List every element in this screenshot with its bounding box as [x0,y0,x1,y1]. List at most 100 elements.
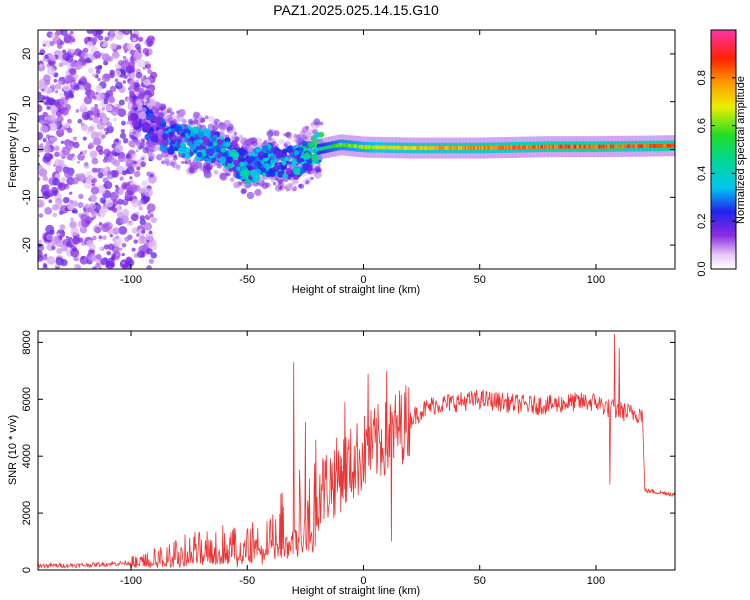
spectrogram-band-core [414,146,417,150]
spectrogram-ridge-blob [230,140,238,148]
spectrogram-band-core [633,144,636,149]
spectrogram-x-tick-label: -50 [239,274,255,286]
spectrogram-band-core [487,146,489,150]
spectrogram-halo-blob [270,177,275,183]
spectrogram-band-core [600,144,602,149]
spectrogram-noise-blob [66,153,74,161]
spectrogram-noise-blob [78,84,85,91]
spectrogram-halo-blob [301,126,309,134]
spectrogram-band-core [660,143,662,148]
spectrogram-band-core [488,145,491,150]
spectrogram-noise-blob [86,30,94,35]
spectrogram-noise-blob [141,229,146,234]
spectrogram-noise-blob [93,215,97,219]
spectrogram-noise-blob [131,247,136,252]
spectrogram-noise-blob [77,118,83,124]
spectrogram-ridge-blob [168,131,175,138]
spectrogram-noise-blob [149,173,154,178]
spectrogram-noise-blob [51,110,58,118]
spectrogram-y-tick-label: 20 [21,48,33,60]
spectrogram-x-label: Height of straight line (km) [292,284,420,296]
snr-y-tick-label: 4000 [21,444,33,468]
spectrogram-noise-blob [73,256,79,262]
spectrogram-band-core [462,146,464,150]
spectrogram-noise-blob [50,186,59,195]
spectrogram-ridge-blob [274,162,279,167]
spectrogram-noise-blob [97,172,104,179]
snr-x-label: Height of straight line (km) [292,585,420,597]
colorbar-tick-label: 0.0 [696,261,708,276]
spectrogram-halo-blob [188,167,195,174]
spectrogram-halo-blob [181,160,185,165]
spectrogram-ridge-blob [302,162,310,171]
spectrogram-band-core [508,145,510,150]
spectrogram-noise-blob [82,136,87,141]
spectrogram-noise-blob [53,72,59,78]
spectrogram-halo-blob [254,190,260,196]
spectrogram-noise-blob [44,54,49,59]
spectrogram-band-core [619,144,622,149]
spectrogram-noise-blob [141,180,149,188]
spectrogram-noise-blob [103,244,110,250]
spectrogram-band-core [552,144,555,149]
spectrogram-noise-blob [46,162,51,167]
spectrogram-band-core [372,145,375,150]
spectrogram-ridge-blob [248,155,256,163]
spectrogram-ridge-blob [237,147,246,156]
spectrogram-ridge-blob [222,151,228,157]
spectrogram-band-core [402,145,404,150]
spectrogram-ridge-blob [268,164,272,168]
spectrogram-noise-blob [91,179,96,184]
spectrogram-noise-blob [38,177,41,181]
snr-x-tick-label: -50 [239,575,255,587]
spectrogram-noise-blob [117,108,127,117]
spectrogram-noise-blob [48,122,58,132]
spectrogram-band-core [460,146,463,150]
spectrogram-noise-blob [55,110,63,117]
spectrogram-halo-blob [270,137,275,142]
spectrogram-noise-blob [136,250,145,258]
spectrogram-ridge-blob [177,139,182,143]
spectrogram-halo-blob [193,162,200,169]
spectrogram-noise-blob [60,244,68,252]
spectrogram-halo-blob [171,114,176,118]
spectrogram-noise-blob [90,131,99,140]
spectrogram-noise-blob [61,230,65,234]
spectrogram-noise-blob [98,235,103,240]
spectrogram-band-core [604,144,607,149]
spectrogram-noise-blob [106,105,113,112]
spectrogram-noise-blob [62,196,70,204]
spectrogram-band-core [577,144,580,149]
spectrogram-noise-blob [123,74,128,79]
spectrogram-band-core [467,146,470,150]
spectrogram-band-core [621,144,623,149]
spectrogram-noise-blob [65,75,74,84]
spectrogram-noise-blob [122,55,127,60]
spectrogram-noise-blob [80,123,89,132]
spectrogram-band-core [616,144,619,149]
spectrogram-band-core [389,145,392,150]
spectrogram-noise-blob [80,103,87,110]
spectrogram-band-core [424,146,427,150]
spectrogram-noise-blob [129,176,133,180]
spectrogram-noise-blob [112,227,120,235]
spectrogram-band-core [416,146,418,150]
spectrogram-noise-blob [91,235,97,241]
spectrogram-ridge-blob [282,173,289,179]
spectrogram-ridge-blob [296,157,302,163]
spectrogram-noise-blob [49,55,57,62]
spectrogram-band-core [579,144,582,149]
spectrogram-halo-blob [283,143,288,148]
spectrogram-noise-blob [99,246,103,250]
spectrogram-noise-blob [118,225,128,235]
spectrogram-halo-blob [308,129,314,135]
spectrogram-ridge-blob [278,161,283,166]
spectrogram-noise-blob [48,136,55,143]
spectrogram-noise-blob [102,158,108,163]
spectrogram-noise-blob [43,74,51,83]
spectrogram-band-core [367,145,369,150]
spectrogram-noise-blob [119,176,124,181]
spectrogram-ridge-blob [203,128,211,136]
spectrogram-noise-blob [119,247,123,251]
spectrogram-ridge-blob [253,168,262,176]
